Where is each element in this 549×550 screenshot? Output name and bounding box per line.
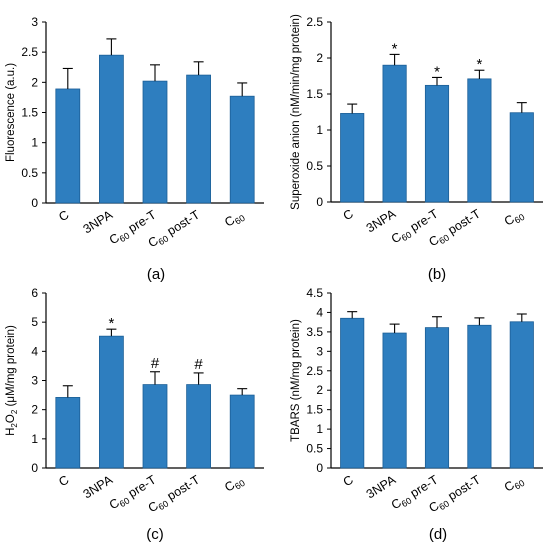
- bar: [186, 74, 211, 204]
- y-tick-label: 0: [316, 461, 323, 475]
- y-tick-label: 1.5: [306, 87, 323, 101]
- y-tick-label: 1.5: [21, 106, 38, 120]
- y-tick-label: 2: [316, 51, 323, 65]
- y-tick-label: 2: [31, 75, 38, 89]
- category-label: 3NPA: [81, 207, 116, 236]
- bar: [467, 324, 492, 469]
- category-label: C: [56, 208, 71, 225]
- y-tick-label: 2: [316, 383, 323, 397]
- bar: [99, 335, 124, 469]
- y-tick-label: 2.5: [21, 45, 38, 59]
- y-tick-label: 2.5: [306, 364, 323, 378]
- y-tick-label: 6: [31, 286, 38, 300]
- category-label: C60: [222, 208, 247, 232]
- y-tick-label: 1: [316, 123, 323, 137]
- y-tick-label: 4: [316, 305, 323, 319]
- y-tick-label: 5: [31, 315, 38, 329]
- y-tick-label: 2.5: [306, 15, 323, 29]
- y-axis-title: Fluorescence (a.u.): [5, 63, 17, 162]
- y-tick-label: 4: [31, 344, 38, 358]
- significance-mark: *: [476, 56, 482, 73]
- bar: [424, 327, 450, 469]
- y-tick-label: 0: [316, 195, 323, 209]
- bar: [340, 113, 365, 203]
- panel-tag: (c): [146, 526, 164, 543]
- panel-tag: (a): [147, 266, 165, 283]
- bar: [142, 384, 168, 469]
- category-label: C60: [222, 473, 247, 497]
- category-label: C60: [502, 207, 527, 231]
- bar: [382, 64, 407, 203]
- category-label: C: [56, 473, 71, 490]
- bar: [55, 88, 81, 204]
- panel-tag: (d): [429, 526, 447, 543]
- significance-mark: #: [151, 355, 160, 372]
- significance-mark: *: [392, 40, 398, 57]
- bar: [509, 112, 534, 203]
- category-label: 3NPA: [81, 472, 116, 501]
- y-tick-label: 1: [316, 422, 323, 436]
- y-tick-label: 1: [31, 136, 38, 150]
- significance-mark: *: [434, 63, 440, 80]
- bar: [424, 84, 450, 203]
- panel-tag: (b): [428, 266, 446, 283]
- bar: [340, 317, 365, 469]
- bar: [229, 394, 255, 469]
- y-tick-label: 3.5: [306, 325, 323, 339]
- bar: [55, 397, 81, 469]
- panel-b-chart: 0 0.5 1 1.5 2 2.5 Superoxide anion (nM/min/mg …: [290, 14, 543, 283]
- bar: [467, 78, 492, 203]
- y-tick-label: 2: [31, 403, 38, 417]
- y-tick-label: 3: [31, 15, 38, 29]
- y-axis-title: H2O2 (μM/mg protein): [5, 325, 19, 436]
- y-tick-label: 0.5: [21, 166, 38, 180]
- panel-a-chart: 0 0.5 1 1.5 2 2.5 3 Fluorescence (a.u.) C 3NPA C60…: [5, 15, 264, 283]
- y-axis-title: TBARS (nM/mg protein): [290, 319, 302, 442]
- y-tick-label: 0: [31, 461, 38, 475]
- bar: [229, 95, 255, 204]
- category-label: C60: [502, 473, 527, 497]
- y-tick-label: 1.5: [306, 403, 323, 417]
- panel-d-chart: 0 0.5 1 1.5 2 2.5 3 3.5 4 4.5 TBARS (nM/mg protein…: [290, 286, 543, 543]
- category-label: C: [341, 473, 356, 490]
- category-label: C: [341, 207, 356, 224]
- significance-mark: *: [108, 315, 114, 332]
- y-tick-label: 3: [31, 374, 38, 388]
- y-tick-label: 3: [316, 344, 323, 358]
- bar: [509, 321, 534, 469]
- y-axis-title: Superoxide anion (nM/min/mg protein): [290, 14, 302, 210]
- bar: [186, 384, 211, 469]
- y-tick-label: 0.5: [306, 159, 323, 173]
- bar: [142, 80, 168, 204]
- y-tick-label: 0.5: [306, 442, 323, 456]
- significance-mark: #: [194, 356, 203, 373]
- y-tick-label: 4.5: [306, 286, 323, 300]
- y-tick-label: 1: [31, 432, 38, 446]
- bar: [99, 54, 124, 204]
- bar: [382, 332, 407, 469]
- y-tick-label: 0: [31, 196, 38, 210]
